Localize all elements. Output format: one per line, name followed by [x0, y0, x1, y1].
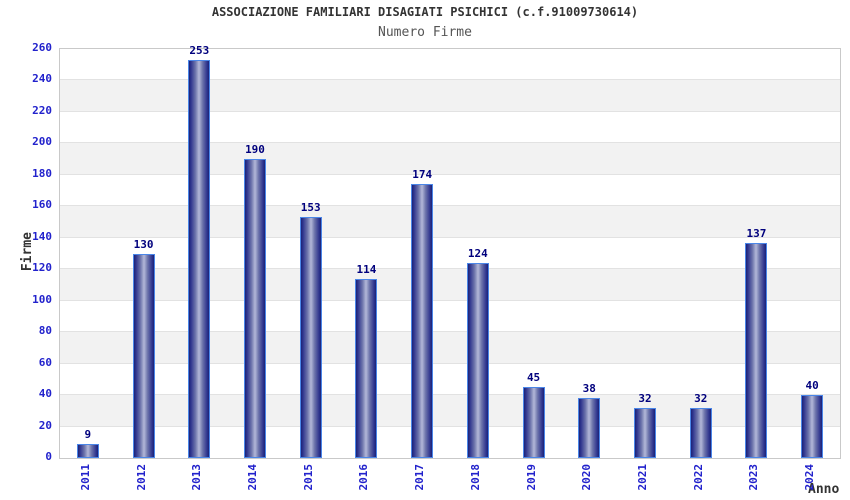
y-tick-label: 60 [38, 355, 52, 369]
y-tick-label: 80 [38, 324, 52, 338]
bar-value-label: 190 [245, 143, 265, 157]
gridline [60, 299, 840, 301]
bar-2014 [244, 159, 266, 458]
x-axis-title: Anno [808, 482, 840, 497]
bar-value-label: 32 [694, 391, 708, 405]
bar-2024 [801, 395, 824, 458]
gridline [60, 205, 840, 207]
x-tick-label: 2018 [468, 464, 482, 491]
bar-value-label: 40 [805, 379, 819, 393]
grid-band [60, 300, 840, 333]
y-tick-label: 260 [32, 41, 52, 54]
gridline [60, 362, 840, 364]
y-tick-label: 200 [32, 135, 52, 149]
y-tick-label: 220 [32, 103, 52, 117]
grid-band [60, 269, 840, 301]
bar-2017 [411, 184, 434, 458]
y-tick-label: 160 [32, 198, 52, 212]
bar-value-label: 137 [746, 226, 767, 240]
bar-value-label: 174 [412, 168, 433, 182]
grid-band [60, 332, 840, 364]
chart-title: ASSOCIAZIONE FAMILIARI DISAGIATI PSICHIC… [211, 5, 639, 19]
x-tick-label: 2021 [636, 464, 649, 491]
gridline [60, 79, 840, 81]
grid-band [60, 363, 840, 396]
y-tick-label: 240 [32, 72, 52, 86]
y-tick-label: 180 [32, 166, 52, 180]
grid-band [60, 237, 840, 270]
x-tick-label: 2012 [134, 464, 148, 491]
grid-band [60, 80, 840, 112]
y-tick-label: 100 [32, 292, 52, 306]
x-tick-label: 2024 [803, 464, 817, 491]
gridline [60, 236, 840, 238]
x-tick-label: 2016 [357, 464, 371, 491]
plot-area: 9 130 253 190 153 114 174 124 45 38 32 32 137 40 [59, 44, 841, 459]
bar-value-label: 130 [133, 237, 154, 251]
grid-band [60, 174, 840, 207]
gridline [60, 331, 840, 333]
gridline [60, 173, 840, 175]
x-tick-label: 2015 [301, 464, 315, 491]
bar-value-label: 153 [300, 201, 321, 215]
bar-2011 [76, 443, 99, 458]
bar-2021 [634, 407, 656, 458]
bar-2015 [299, 217, 322, 458]
bar-value-label: 45 [526, 371, 541, 385]
x-tick-label: 2022 [691, 464, 705, 491]
grid-band [60, 426, 840, 458]
bar-2018 [466, 262, 489, 458]
x-tick-label: 2011 [78, 464, 92, 491]
bar-value-label: 114 [356, 262, 377, 276]
bar-value-label: 9 [84, 427, 92, 441]
x-tick-label: 2017 [413, 464, 427, 491]
gridline [60, 394, 840, 396]
x-tick-label: 2013 [190, 464, 204, 491]
bar-2022 [689, 407, 712, 458]
bar-value-label: 124 [467, 246, 488, 260]
bar-2020 [578, 398, 601, 458]
bar-value-label: 253 [189, 44, 210, 58]
grid-band [60, 206, 840, 238]
bar-2023 [745, 242, 768, 458]
bar-2013 [188, 60, 211, 458]
bar-value-label: 32 [638, 391, 652, 405]
bar-2012 [132, 253, 155, 458]
y-tick-label: 140 [32, 229, 52, 243]
bar-value-label: 38 [582, 382, 596, 396]
grid-band [60, 143, 840, 175]
grid-band [60, 111, 840, 144]
y-tick-label: 20 [38, 418, 52, 432]
x-tick-label: 2014 [246, 464, 259, 491]
x-tick-label: 2023 [747, 464, 761, 491]
gridline [60, 425, 840, 427]
x-tick-label: 2020 [580, 464, 594, 491]
gridline [60, 110, 840, 112]
gridline [60, 268, 840, 270]
chart-subtitle: Numero Firme [378, 25, 472, 40]
y-tick-label: 0 [45, 450, 52, 463]
x-tick-label: 2019 [524, 464, 538, 491]
bar-2016 [355, 278, 378, 458]
gridline [60, 142, 840, 144]
bar-2019 [522, 387, 545, 458]
y-tick-label: 40 [38, 387, 52, 401]
y-tick-label: 120 [32, 261, 52, 275]
